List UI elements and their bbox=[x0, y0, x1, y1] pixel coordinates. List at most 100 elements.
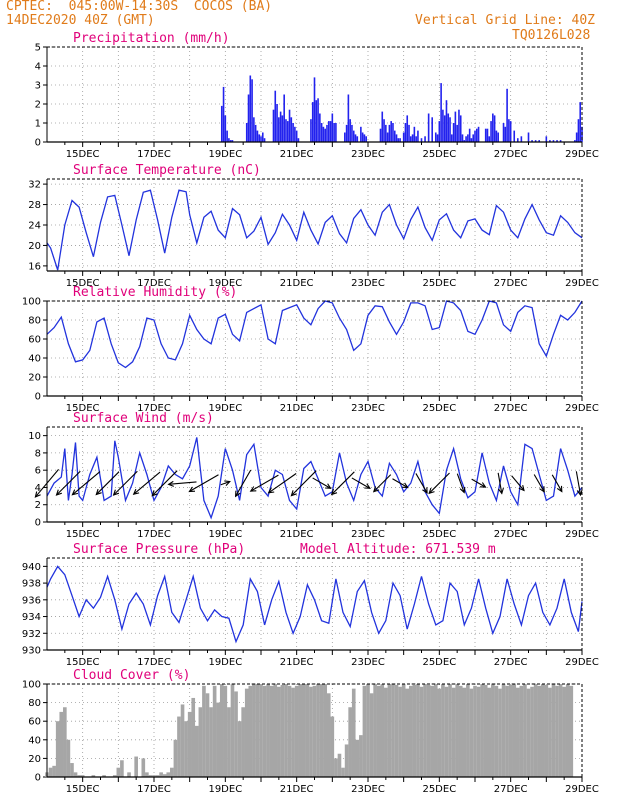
wind-arrow bbox=[290, 470, 317, 497]
precip-bar bbox=[406, 115, 409, 142]
cloud-bar bbox=[301, 684, 306, 777]
precip-bar bbox=[411, 134, 414, 142]
x-tick-label: 17DEC bbox=[137, 529, 171, 540]
cloud-bar bbox=[237, 721, 242, 777]
y-tick-label: 60 bbox=[28, 717, 41, 728]
y-tick-label: 20 bbox=[28, 241, 41, 252]
precip-bar bbox=[229, 140, 232, 142]
y-tick-label: 40 bbox=[28, 354, 41, 365]
precip-bar bbox=[504, 126, 507, 142]
cloud-bar bbox=[298, 684, 303, 777]
precip-bar bbox=[436, 134, 439, 142]
y-tick-label: 20 bbox=[28, 373, 41, 384]
precip-bar bbox=[274, 90, 277, 142]
precip-bar bbox=[231, 140, 234, 142]
wind-arrow bbox=[351, 477, 371, 489]
y-tick-label: 0 bbox=[35, 138, 41, 149]
y-tick-label: 40 bbox=[28, 735, 41, 746]
precip-bar bbox=[385, 124, 387, 142]
cloud-bar bbox=[476, 686, 481, 777]
header-model-id: TQ0126L028 bbox=[512, 28, 591, 43]
x-tick-label: 21DEC bbox=[280, 149, 314, 160]
cloud-bar bbox=[469, 688, 474, 777]
cloud-bar bbox=[380, 684, 385, 777]
cloud-bar bbox=[227, 707, 231, 777]
x-tick-label: 19DEC bbox=[208, 278, 242, 289]
precip-bar bbox=[456, 124, 458, 142]
precip-bar bbox=[527, 132, 530, 142]
precip-bar bbox=[451, 134, 453, 142]
precip-bar bbox=[365, 136, 368, 142]
cloud-bar bbox=[387, 684, 392, 777]
precip-bar bbox=[509, 121, 512, 142]
precip-bar bbox=[260, 136, 262, 142]
precip-bar bbox=[410, 136, 412, 142]
cloud-bar bbox=[519, 685, 524, 777]
x-tick-label: 25DEC bbox=[422, 657, 456, 668]
cloud-bar bbox=[433, 684, 438, 777]
panel-title: Cloud Cover (%) bbox=[73, 668, 190, 683]
wind-arrow bbox=[312, 477, 332, 489]
cloud-bar bbox=[202, 685, 206, 777]
wind-arrow bbox=[188, 474, 219, 493]
cloud-bar bbox=[423, 684, 427, 777]
cloud-bar bbox=[219, 684, 224, 777]
precip-bar bbox=[285, 119, 287, 142]
cloud-bar bbox=[248, 685, 253, 777]
precip-bar bbox=[467, 134, 469, 142]
y-tick-label: 934 bbox=[22, 612, 41, 623]
precip-bar bbox=[361, 132, 364, 142]
wind-arrow bbox=[167, 480, 197, 487]
cloud-bar bbox=[230, 684, 235, 777]
y-tick-label: 0 bbox=[35, 773, 41, 784]
cloud-bar bbox=[466, 684, 470, 777]
precip-bar bbox=[344, 132, 346, 142]
precip-bar bbox=[390, 121, 392, 142]
wind-arrow bbox=[456, 473, 466, 494]
series-line bbox=[46, 189, 583, 271]
cloud-bar bbox=[259, 684, 263, 777]
precip-bar bbox=[278, 117, 280, 142]
x-tick-label: 21DEC bbox=[280, 657, 314, 668]
cloud-bar bbox=[330, 716, 335, 777]
y-tick-label: 8 bbox=[35, 448, 41, 459]
precip-bar bbox=[559, 140, 562, 142]
x-tick-label: 23DEC bbox=[351, 784, 385, 795]
precip-bar bbox=[258, 134, 261, 142]
cloud-bar bbox=[455, 684, 459, 777]
precip-bar bbox=[388, 124, 391, 142]
cloud-bar bbox=[448, 684, 452, 777]
wind-arrow bbox=[551, 474, 563, 493]
precip-bar bbox=[329, 121, 332, 142]
cloud-bar bbox=[102, 775, 106, 777]
wind-arrow bbox=[471, 478, 487, 488]
x-tick-label: 19DEC bbox=[208, 784, 242, 795]
panel-title: Surface Pressure (hPa) bbox=[73, 542, 245, 557]
cloud-bar bbox=[458, 685, 463, 777]
x-tick-label: 25DEC bbox=[422, 784, 456, 795]
cloud-bar bbox=[59, 711, 64, 777]
precip-bar bbox=[404, 123, 407, 142]
y-tick-label: 5 bbox=[35, 43, 41, 54]
cloud-bar bbox=[291, 687, 295, 777]
y-tick-label: 0 bbox=[35, 392, 41, 403]
precip-bar bbox=[295, 130, 298, 142]
precip-bar bbox=[575, 132, 578, 142]
precip-bar bbox=[324, 128, 326, 142]
y-tick-label: 936 bbox=[22, 595, 41, 606]
y-tick-label: 80 bbox=[28, 698, 41, 709]
precip-bar bbox=[261, 132, 264, 142]
wind-arrow bbox=[220, 480, 231, 486]
x-tick-label: 17DEC bbox=[137, 149, 171, 160]
precip-bar bbox=[356, 136, 359, 142]
precip-bar bbox=[431, 117, 433, 142]
wind-arrow bbox=[95, 471, 120, 496]
cloud-bar bbox=[533, 684, 538, 777]
cloud-bar bbox=[177, 716, 181, 777]
x-tick-label: 21DEC bbox=[280, 784, 314, 795]
precip-bar bbox=[251, 79, 253, 142]
panel-6: 0 20 40 60 80 100 15DEC 17DEC 19DEC 21DEC 23DEC 25D… bbox=[22, 668, 599, 795]
wind-arrow bbox=[55, 470, 81, 496]
cloud-bar bbox=[241, 707, 245, 777]
